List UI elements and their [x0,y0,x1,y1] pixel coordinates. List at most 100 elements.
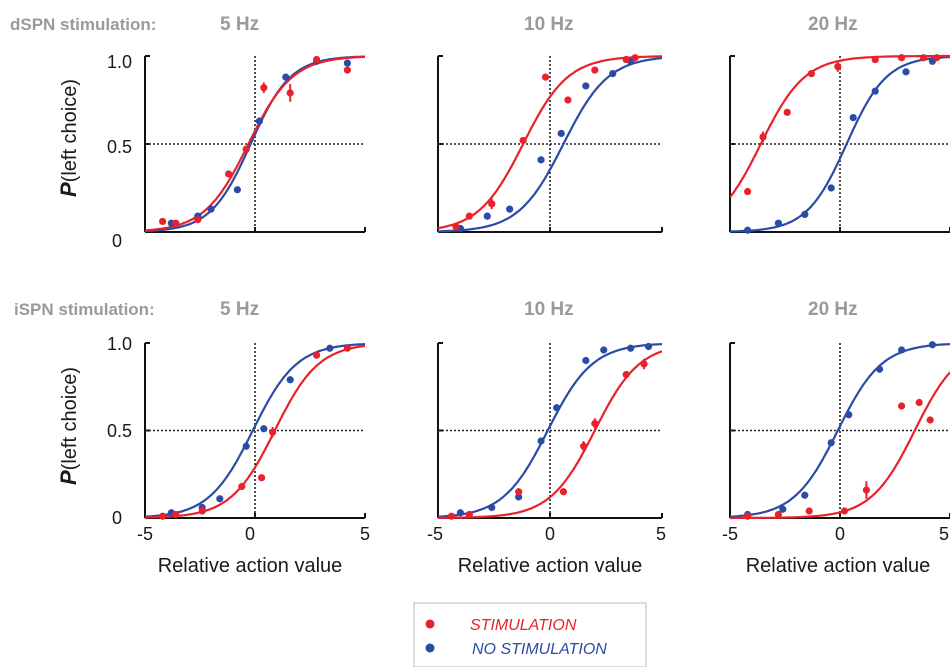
data-point-stimulation [194,216,202,224]
y-axis-title-row2: P(left choice) [56,367,81,485]
data-point-no-stimulation [627,344,635,352]
data-point-stimulation [591,419,599,428]
fit-curve-stimulation [438,55,662,230]
fit-curve-no-stimulation [438,343,662,518]
data-point-stimulation [744,187,752,196]
data-point-stimulation [313,351,321,359]
panel-title-dspn-10hz: 10 Hz [524,14,574,35]
y-axis-title-rest: (left choice) [59,79,81,182]
data-point-stimulation [488,200,496,208]
data-point-stimulation [926,416,934,424]
data-point-no-stimulation [233,186,241,194]
panel-dspn-20hz [729,54,950,234]
data-point-stimulation [640,360,648,368]
data-point-no-stimulation [537,156,545,164]
data-point-no-stimulation [600,346,608,354]
data-point-stimulation [172,510,180,519]
data-point-no-stimulation [582,356,590,365]
data-point-stimulation [862,486,871,494]
data-point-stimulation [759,133,767,141]
data-point-no-stimulation [801,491,809,499]
x-axis-title: Relative action value [158,555,343,577]
data-point-stimulation [258,474,266,482]
data-point-no-stimulation [898,346,906,354]
data-point-no-stimulation [456,509,464,517]
legend-label-stimulation: STIMULATION [470,617,577,634]
panel-title-dspn-20hz: 20 Hz [808,14,858,35]
data-point-no-stimulation [483,212,491,220]
data-point-no-stimulation [488,503,496,512]
data-point-no-stimulation [537,437,545,445]
panel-title-dspn-5hz: 5 Hz [220,14,259,35]
data-point-no-stimulation [557,129,565,138]
data-point-no-stimulation [801,210,809,218]
x-tick-label-5: 5 [656,524,666,544]
data-point-no-stimulation [827,184,835,192]
data-point-stimulation [591,66,599,74]
panel-title-ispn-10hz: 10 Hz [524,299,574,320]
panel-title-ispn-5hz: 5 Hz [220,299,259,320]
data-point-stimulation [343,344,351,352]
legend: STIMULATION NO STIMULATION [413,602,647,667]
x-tick-label-5: 5 [939,524,949,544]
row-title-dspn: dSPN stimulation: [10,15,156,34]
data-point-no-stimulation [871,87,879,95]
x-tick-label-0: 0 [545,524,555,544]
data-point-stimulation [159,217,167,226]
y-tick-label-0.5: 0.5 [107,421,132,441]
fit-curve-stimulation [145,55,365,232]
y-tick-label-0: 0 [112,231,122,251]
data-point-no-stimulation [286,376,294,384]
data-point-stimulation [159,512,167,520]
fit-curve-stimulation [438,350,662,519]
x-tick-label-neg5: -5 [427,524,443,544]
data-point-stimulation [286,89,294,97]
data-point-stimulation [840,507,849,515]
data-point-stimulation [564,96,572,104]
data-point-no-stimulation [582,82,590,90]
panel-ispn-10hz [437,342,663,520]
panel-dspn-5hz [144,55,366,233]
data-point-stimulation [447,512,456,520]
data-point-stimulation [519,136,527,145]
legend-marker-stimulation [425,619,435,629]
data-point-stimulation [622,370,630,379]
data-point-no-stimulation [928,341,937,349]
data-point-stimulation [920,54,928,62]
y-axis-title-row1: P(left choice) [56,79,81,197]
x-tick-label-neg5: -5 [137,524,153,544]
data-point-stimulation [898,54,906,62]
data-point-no-stimulation [644,342,653,351]
y-axis-title-italic-p: P [56,470,81,485]
data-point-stimulation [260,84,268,92]
data-point-stimulation [871,55,879,64]
data-point-no-stimulation [902,68,910,76]
data-point-stimulation [242,145,250,153]
data-point-no-stimulation [744,226,752,234]
data-point-no-stimulation [343,59,351,67]
x-tick-label-0: 0 [835,524,845,544]
data-point-no-stimulation [255,117,263,125]
data-point-no-stimulation [827,439,835,447]
fit-curve-stimulation [730,371,950,520]
legend-box [413,602,647,667]
data-point-no-stimulation [282,73,290,81]
data-point-stimulation [631,54,639,62]
data-point-no-stimulation [779,505,787,513]
legend-marker-no-stimulation [425,643,435,653]
data-point-stimulation [807,70,816,78]
data-point-stimulation [269,428,277,436]
data-point-stimulation [915,398,923,407]
fit-curve-stimulation [730,54,950,198]
legend-label-no-stimulation: NO STIMULATION [472,641,607,658]
data-point-stimulation [343,66,351,74]
data-point-stimulation [559,488,568,496]
fit-curve-stimulation [145,344,365,519]
data-point-stimulation [198,507,206,515]
y-tick-label-1.0: 1.0 [107,334,132,354]
y-axis-title-italic-p: P [56,182,81,197]
x-tick-label-neg5: -5 [722,524,738,544]
data-point-no-stimulation [207,205,215,213]
panels [144,54,950,520]
